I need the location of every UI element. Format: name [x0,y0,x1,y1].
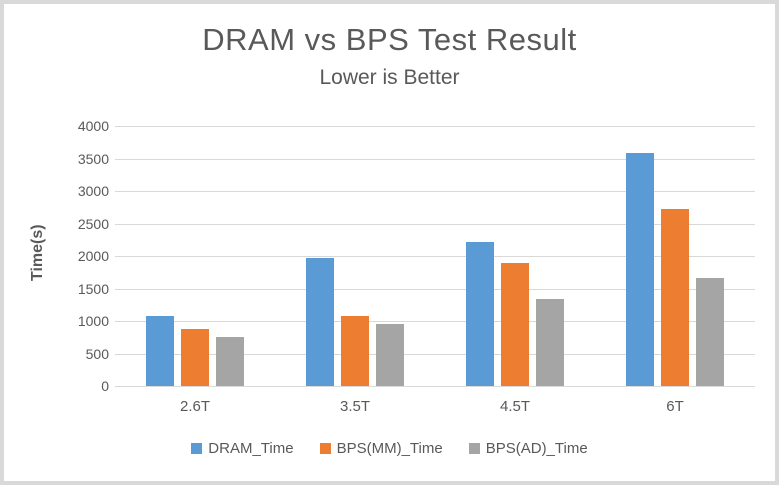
x-axis-category-label: 6T [666,398,684,415]
bar-BPS(AD)_Time-4.5T [536,298,564,386]
legend-item: DRAM_Time [191,440,294,457]
y-axis-tick-label: 0 [101,378,109,394]
legend-swatch-icon [319,443,331,454]
gridline [115,386,755,387]
y-axis-tick-label: 1500 [77,280,109,297]
y-axis-tick-label: 4000 [77,118,109,134]
x-axis-category-label: 3.5T [339,398,370,415]
gridline [115,126,755,127]
legend-label: BPS(AD)_Time [485,440,588,457]
bar-BPS(MM)_Time-6T [661,208,689,386]
bar-BPS(AD)_Time-3.5T [376,324,404,386]
y-axis-title: Time(s) [29,224,46,281]
y-axis-tick-label: 3500 [77,150,109,167]
x-axis-category-label: 2.6T [179,398,210,415]
gridline [115,191,755,192]
bar-BPS(MM)_Time-2.6T [181,328,209,386]
gridline [115,353,755,355]
bar-DRAM_Time-3.5T [306,257,334,386]
y-axis-tick-label: 1000 [77,313,109,329]
gridline [115,288,755,290]
chart-title: DRAM vs BPS Test Result [202,22,577,57]
chart-legend: DRAM_Time BPS(MM)_Time BPS(AD)_Time [4,440,775,457]
legend-label: BPS(MM)_Time [336,440,443,457]
gridline [115,223,755,225]
bar-BPS(AD)_Time-2.6T [216,336,244,386]
y-axis-tick-label: 2500 [77,215,109,232]
chart-subtitle: Lower is Better [319,66,460,89]
legend-label: DRAM_Time [208,440,294,457]
legend-swatch-icon [468,443,480,454]
bar-DRAM_Time-2.6T [146,315,174,386]
gridline [115,256,755,257]
bar-BPS(MM)_Time-4.5T [501,262,529,386]
bar-DRAM_Time-6T [626,152,654,386]
plot-area [115,126,755,387]
x-axis-category-label: 4.5T [499,398,530,415]
legend-item: BPS(AD)_Time [468,440,588,457]
legend-swatch-icon [191,443,203,454]
y-axis-tick-label: 500 [85,345,109,362]
gridline [115,321,755,322]
y-axis-tick-label: 2000 [77,248,109,264]
y-axis-tick-label: 3000 [77,183,109,199]
chart-canvas: DRAM vs BPS Test Result Lower is Better … [4,4,775,481]
bar-BPS(AD)_Time-6T [696,278,724,386]
legend-item: BPS(MM)_Time [319,440,443,457]
bar-BPS(MM)_Time-3.5T [341,315,369,386]
gridline [115,158,755,160]
bar-DRAM_Time-4.5T [466,241,494,386]
